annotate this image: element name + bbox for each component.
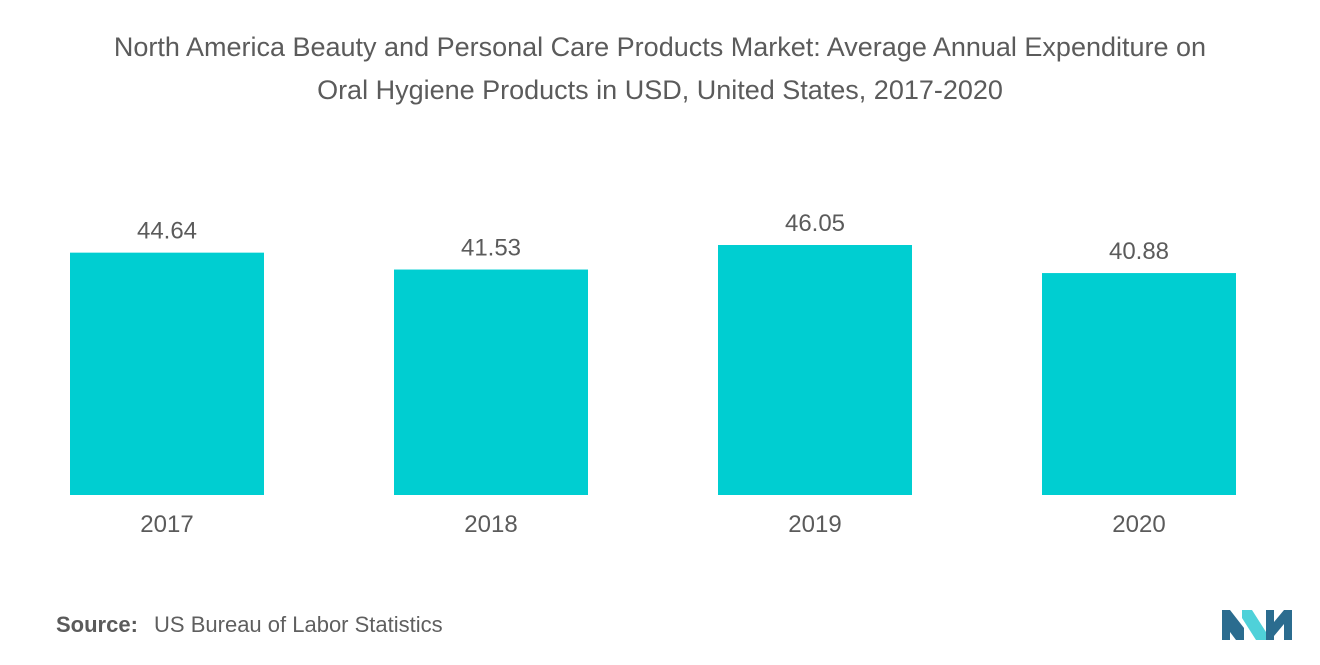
bar-2017 [70, 252, 264, 495]
logo-shape-left [1222, 610, 1244, 640]
logo-shape-middle [1242, 610, 1266, 640]
chart-title-line-2: Oral Hygiene Products in USD, United Sta… [317, 75, 1003, 105]
chart-title: North America Beauty and Personal Care P… [0, 26, 1320, 112]
source-text: US Bureau of Labor Statistics [154, 612, 443, 637]
bar-2020 [1042, 273, 1236, 495]
bar-chart: 44.64 2017 41.53 2018 46.05 2019 40.88 2020 [70, 210, 1236, 538]
x-tick-label-2019: 2019 [788, 511, 841, 538]
source-note: Source: US Bureau of Labor Statistics [56, 612, 443, 638]
source-label: Source: [56, 612, 138, 637]
brand-logo [1222, 610, 1292, 640]
chart-title-line-1: North America Beauty and Personal Care P… [113, 32, 1207, 62]
data-label-2020: 40.88 [1109, 238, 1169, 265]
bar-2018 [394, 269, 588, 495]
x-tick-label-2020: 2020 [1112, 511, 1165, 538]
data-label-2018: 41.53 [461, 235, 521, 262]
logo-shape-right [1266, 610, 1292, 640]
x-tick-label-2018: 2018 [464, 511, 517, 538]
bar-2019 [718, 245, 912, 495]
data-label-2019: 46.05 [785, 210, 845, 237]
data-label-2017: 44.64 [137, 218, 197, 245]
x-tick-label-2017: 2017 [140, 511, 193, 538]
